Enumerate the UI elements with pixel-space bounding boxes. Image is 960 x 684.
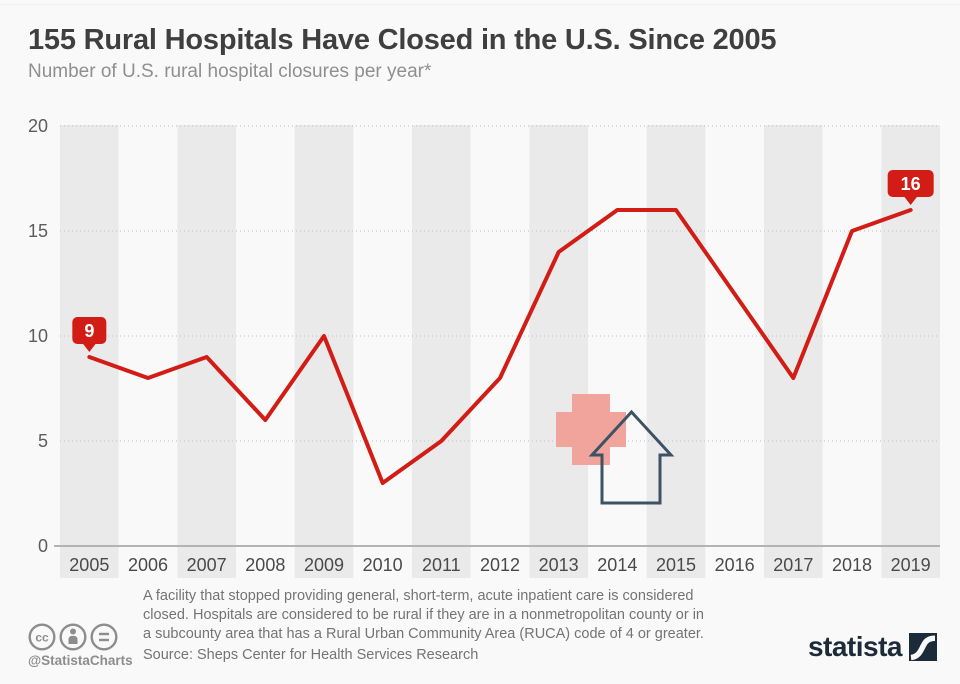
x-tick-label: 2009	[304, 555, 344, 575]
footnote-line: a subcounty area that has a Rural Urban …	[143, 625, 704, 642]
chart-title: 155 Rural Hospitals Have Closed in the U…	[28, 24, 777, 56]
year-band	[177, 125, 236, 578]
line-chart: 0 5 10 15 20 2005 2006 2007 2008 2009 2010 2011 2012…	[28, 116, 940, 578]
x-tick-label: 2005	[69, 555, 109, 575]
x-tick-label: 2016	[715, 555, 755, 575]
person-body	[68, 635, 78, 644]
statista-logo: statista	[808, 633, 937, 661]
year-band	[646, 125, 706, 578]
data-label-bubble: 9	[72, 317, 107, 352]
x-tick-label: 2012	[480, 555, 520, 575]
year-band	[529, 125, 588, 578]
equals-glyph	[99, 632, 109, 642]
x-tick-label: 2008	[245, 555, 285, 575]
statista-logo-mark-icon	[909, 633, 937, 661]
equals-icon	[90, 623, 118, 651]
chart-data-layer: 9 16	[72, 170, 934, 485]
statista-logo-text: statista	[807, 631, 903, 662]
footnote-line: closed. Hospitals are considered to be r…	[143, 606, 704, 623]
x-tick-label: 2006	[128, 555, 168, 575]
y-tick-label: 10	[28, 326, 48, 346]
cc-license-icons: cc	[28, 623, 118, 651]
x-tick-label: 2017	[773, 555, 813, 575]
y-tick-label: 0	[38, 536, 48, 556]
y-tick-label: 5	[38, 431, 48, 451]
statista-charts-handle: @StatistaCharts	[28, 653, 133, 668]
y-tick-label: 20	[28, 116, 48, 136]
year-band	[412, 125, 471, 578]
chart-footnote: A facility that stopped providing genera…	[143, 587, 704, 643]
x-tick-label: 2014	[597, 555, 637, 575]
top-divider	[0, 4, 960, 5]
x-tick-label: 2013	[539, 555, 579, 575]
cc-glyph: cc	[35, 631, 49, 645]
chart-subtitle: Number of U.S. rural hospital closures p…	[28, 61, 432, 82]
closures-trend-line	[87, 208, 913, 485]
year-band	[294, 125, 354, 578]
attribution-person-icon	[59, 623, 87, 651]
x-tick-label: 2015	[656, 555, 696, 575]
x-tick-label: 2019	[891, 555, 931, 575]
x-tick-label: 2007	[187, 555, 227, 575]
house-icon	[588, 409, 675, 505]
data-label-value: 16	[901, 174, 921, 194]
hospital-cross-icon	[556, 394, 626, 465]
decoration-group	[556, 394, 675, 505]
data-label-value: 9	[84, 321, 94, 341]
y-tick-label: 15	[28, 221, 48, 241]
x-tick-label: 2010	[363, 555, 403, 575]
x-tick-label: 2018	[832, 555, 872, 575]
person-head	[70, 628, 76, 635]
data-label-bubble: 16	[887, 170, 934, 205]
x-tick-label: 2011	[422, 555, 461, 575]
chart-background-layer: 0 5 10 15 20 2005 2006 2007 2008 2009 2010 2011 2012…	[28, 116, 940, 578]
source-credit: Source: Sheps Center for Health Services…	[143, 647, 479, 663]
footnote-line: A facility that stopped providing genera…	[143, 588, 694, 604]
cc-license-icon	[28, 623, 56, 651]
